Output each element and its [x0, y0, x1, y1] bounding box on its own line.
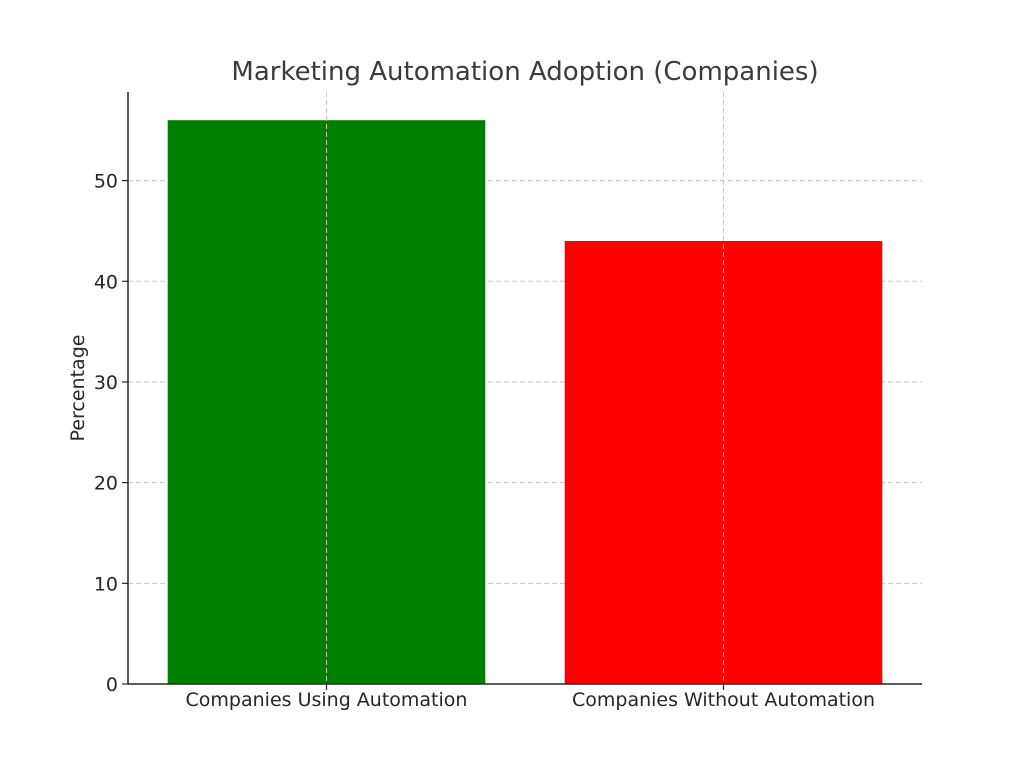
bars	[167, 120, 883, 684]
y-axis-label: Percentage	[67, 335, 89, 442]
y-tick-label: 30	[94, 372, 118, 394]
y-tick-label: 20	[94, 473, 118, 495]
x-tick-label: Companies Using Automation	[186, 689, 468, 711]
x-tick-label: Companies Without Automation	[572, 689, 875, 711]
y-ticks: 0 10 20 30 40 50	[94, 171, 128, 696]
axes	[127, 92, 922, 685]
y-tick-label: 50	[94, 171, 118, 193]
y-tick-label: 0	[106, 674, 118, 696]
y-tick-label: 40	[94, 271, 118, 293]
x-ticks: Companies Using Automation Companies With…	[186, 684, 875, 711]
vertical-grid-lines	[326, 92, 724, 684]
chart-title: Marketing Automation Adoption (Companies…	[231, 57, 818, 87]
y-tick-label: 10	[94, 573, 118, 595]
